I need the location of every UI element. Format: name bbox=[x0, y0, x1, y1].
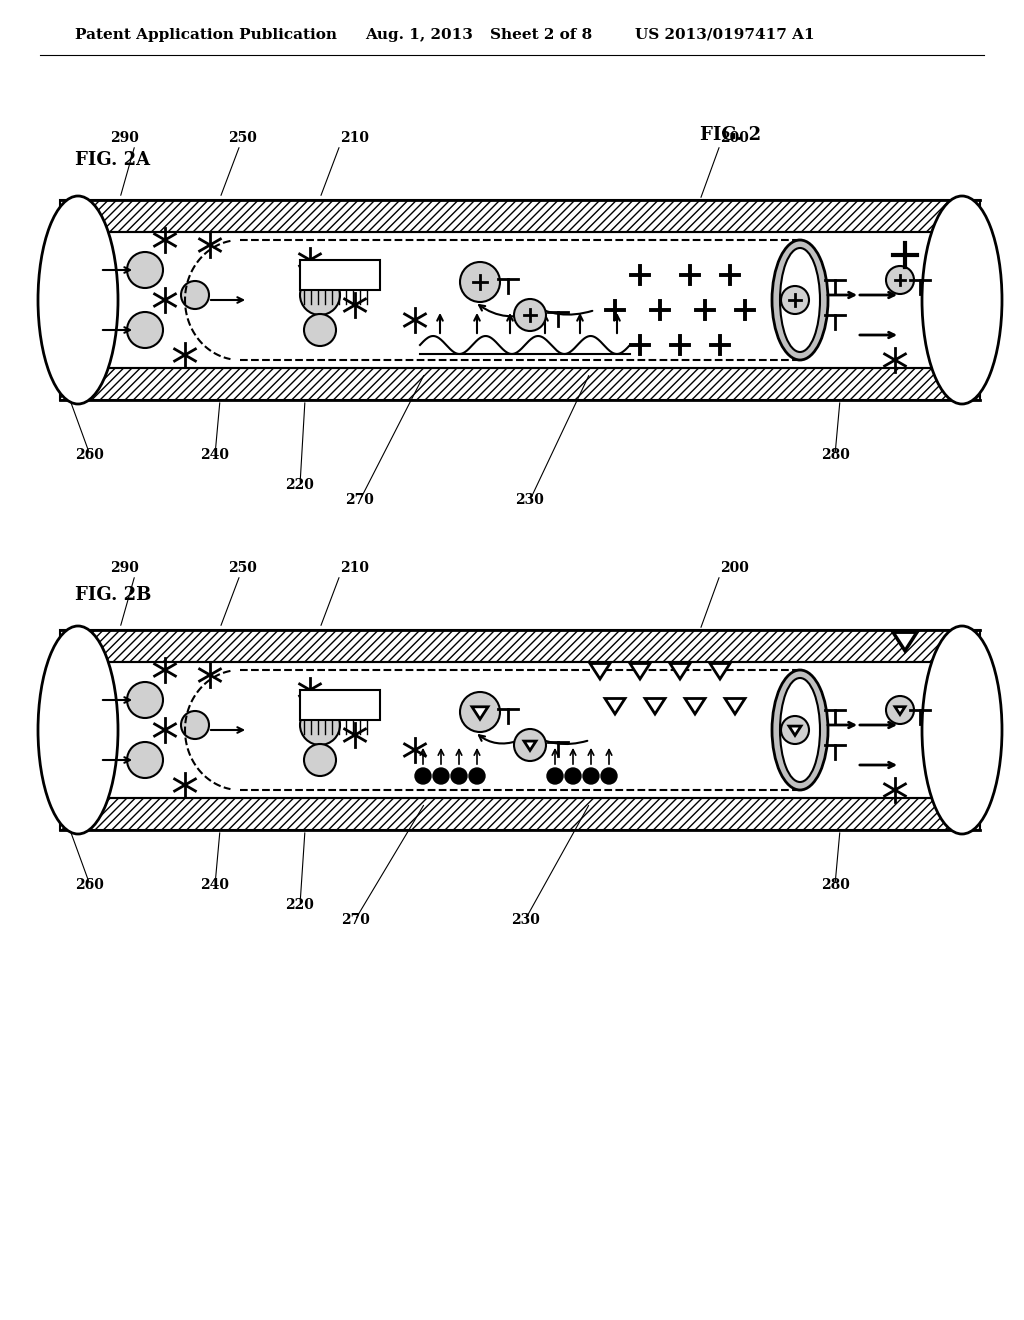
Polygon shape bbox=[590, 664, 610, 678]
Text: 280: 280 bbox=[820, 447, 850, 462]
Ellipse shape bbox=[772, 240, 828, 360]
Text: 260: 260 bbox=[76, 878, 104, 892]
Text: 200: 200 bbox=[720, 561, 749, 576]
Polygon shape bbox=[645, 698, 665, 714]
Bar bbox=[60, 201, 980, 232]
Bar bbox=[60, 232, 980, 368]
Polygon shape bbox=[685, 698, 705, 714]
Text: 200: 200 bbox=[720, 131, 749, 145]
Text: 250: 250 bbox=[228, 131, 257, 145]
Ellipse shape bbox=[922, 626, 1002, 834]
Ellipse shape bbox=[772, 671, 828, 789]
Ellipse shape bbox=[780, 248, 820, 352]
Text: FIG. 2: FIG. 2 bbox=[700, 125, 761, 144]
Circle shape bbox=[127, 682, 163, 718]
Ellipse shape bbox=[922, 195, 1002, 404]
Bar bbox=[60, 368, 980, 400]
Circle shape bbox=[886, 696, 914, 723]
Circle shape bbox=[514, 729, 546, 762]
Text: 250: 250 bbox=[228, 561, 257, 576]
Text: 290: 290 bbox=[110, 131, 139, 145]
Polygon shape bbox=[790, 726, 801, 735]
Text: 210: 210 bbox=[340, 561, 369, 576]
Ellipse shape bbox=[38, 195, 118, 404]
Text: FIG. 2B: FIG. 2B bbox=[75, 586, 152, 605]
Circle shape bbox=[451, 768, 467, 784]
Bar bbox=[300, 690, 380, 719]
Text: 240: 240 bbox=[201, 878, 229, 892]
Ellipse shape bbox=[38, 626, 118, 834]
Bar bbox=[60, 630, 980, 663]
Text: US 2013/0197417 A1: US 2013/0197417 A1 bbox=[635, 28, 815, 42]
Circle shape bbox=[433, 768, 449, 784]
Text: 220: 220 bbox=[286, 898, 314, 912]
Text: Aug. 1, 2013: Aug. 1, 2013 bbox=[365, 28, 473, 42]
Text: 260: 260 bbox=[76, 447, 104, 462]
Circle shape bbox=[469, 768, 485, 784]
Text: Sheet 2 of 8: Sheet 2 of 8 bbox=[490, 28, 592, 42]
Circle shape bbox=[181, 281, 209, 309]
Circle shape bbox=[601, 768, 617, 784]
Text: 290: 290 bbox=[110, 561, 139, 576]
Circle shape bbox=[127, 742, 163, 777]
Polygon shape bbox=[893, 632, 918, 651]
Circle shape bbox=[300, 275, 340, 315]
Circle shape bbox=[127, 312, 163, 348]
Text: 230: 230 bbox=[515, 492, 545, 507]
Bar bbox=[60, 663, 980, 799]
Polygon shape bbox=[630, 664, 650, 678]
Text: 210: 210 bbox=[340, 131, 369, 145]
Text: 280: 280 bbox=[820, 878, 850, 892]
Bar bbox=[60, 799, 980, 830]
Text: 220: 220 bbox=[286, 478, 314, 492]
Polygon shape bbox=[605, 698, 625, 714]
Text: 230: 230 bbox=[511, 913, 540, 927]
Polygon shape bbox=[895, 706, 905, 714]
Text: 240: 240 bbox=[201, 447, 229, 462]
Text: 270: 270 bbox=[341, 913, 370, 927]
Polygon shape bbox=[524, 741, 536, 750]
Circle shape bbox=[127, 252, 163, 288]
Circle shape bbox=[547, 768, 563, 784]
Circle shape bbox=[460, 692, 500, 733]
Polygon shape bbox=[670, 664, 690, 678]
Circle shape bbox=[300, 705, 340, 744]
Circle shape bbox=[415, 768, 431, 784]
Circle shape bbox=[886, 267, 914, 294]
Circle shape bbox=[304, 744, 336, 776]
Text: FIG. 2A: FIG. 2A bbox=[75, 150, 151, 169]
Circle shape bbox=[781, 715, 809, 744]
Text: 270: 270 bbox=[345, 492, 375, 507]
Circle shape bbox=[304, 314, 336, 346]
Bar bbox=[300, 260, 380, 290]
Polygon shape bbox=[472, 706, 488, 719]
Circle shape bbox=[781, 286, 809, 314]
Text: Patent Application Publication: Patent Application Publication bbox=[75, 28, 337, 42]
Polygon shape bbox=[710, 664, 730, 678]
Circle shape bbox=[181, 711, 209, 739]
Circle shape bbox=[460, 261, 500, 302]
Circle shape bbox=[514, 300, 546, 331]
Circle shape bbox=[565, 768, 581, 784]
Circle shape bbox=[583, 768, 599, 784]
Polygon shape bbox=[725, 698, 745, 714]
Ellipse shape bbox=[780, 678, 820, 781]
